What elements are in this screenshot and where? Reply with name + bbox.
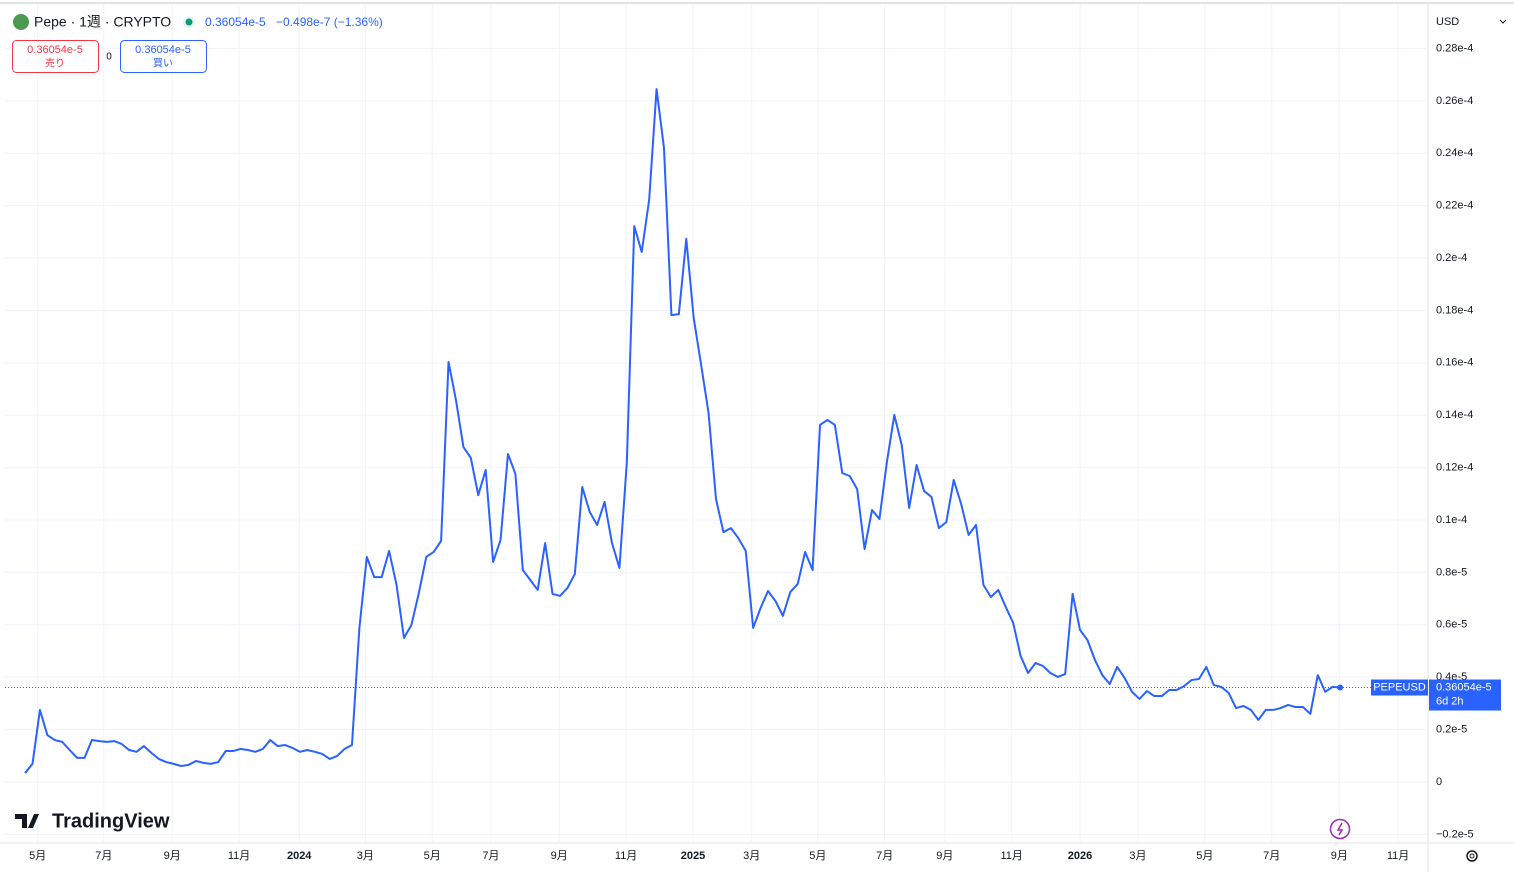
y-tick-label: 0.1e-4 xyxy=(1436,514,1467,526)
x-tick-label: 9月 xyxy=(551,850,568,862)
settings-icon[interactable] xyxy=(1466,850,1478,862)
brand-logo xyxy=(15,814,39,828)
x-tick-label: 3月 xyxy=(357,850,374,862)
y-tick-label: 0.16e-4 xyxy=(1436,357,1473,369)
y-tick-label: 0.12e-4 xyxy=(1436,462,1473,474)
y-tick-label: 0.26e-4 xyxy=(1436,95,1473,107)
price-line xyxy=(24,88,1341,774)
buy-label: 買い xyxy=(153,58,173,70)
alert-bolt xyxy=(1336,822,1344,836)
currency-label: USD xyxy=(1436,16,1459,28)
y-tick-label: 0.6e-5 xyxy=(1436,619,1467,631)
symbol-title[interactable]: Pepe · 1週 · CRYPTO xyxy=(34,14,171,30)
symbol-tag-label: PEPEUSD xyxy=(1373,681,1426,693)
symbol-tag xyxy=(1371,679,1428,696)
x-tick-label: 3月 xyxy=(743,850,760,862)
y-tick-label: 0.28e-4 xyxy=(1436,42,1473,54)
price-tag-value: 0.36054e-5 xyxy=(1436,681,1492,693)
brand-name[interactable]: TradingView xyxy=(52,810,170,832)
sell-label: 売り xyxy=(45,57,65,70)
x-tick-label: 5月 xyxy=(809,850,826,862)
y-tick-label: −0.2e-5 xyxy=(1436,828,1474,840)
y-tick-label: 0.14e-4 xyxy=(1436,409,1473,421)
y-tick-label: 0.18e-4 xyxy=(1436,304,1473,316)
x-tick-label: 5月 xyxy=(1196,850,1213,862)
y-tick-label: 0 xyxy=(1436,776,1442,788)
symbol-icon xyxy=(13,14,29,30)
alert-icon[interactable] xyxy=(1329,818,1351,840)
x-tick-label: 9月 xyxy=(1331,850,1348,862)
x-tick-label: 2025 xyxy=(681,850,705,862)
x-tick-label: 7月 xyxy=(1263,850,1280,862)
x-tick-label: 11月 xyxy=(1000,850,1022,862)
x-tick-label: 3月 xyxy=(1129,850,1146,862)
x-tick-label: 2024 xyxy=(287,850,312,862)
status-dot xyxy=(185,18,193,26)
x-tick-label: 11月 xyxy=(1387,850,1409,862)
x-tick-label: 9月 xyxy=(164,850,181,862)
y-tick-label: 0.2e-4 xyxy=(1436,252,1467,264)
settings-center xyxy=(1469,853,1475,859)
price-tag-countdown: 6d 2h xyxy=(1436,695,1464,707)
buy-button[interactable] xyxy=(120,40,207,73)
currency-chevron xyxy=(1499,19,1507,24)
x-tick-label: 11月 xyxy=(615,850,637,862)
currency-select[interactable] xyxy=(1429,10,1511,35)
x-tick-label: 5月 xyxy=(29,850,46,862)
y-tick-label: 0.22e-4 xyxy=(1436,200,1473,212)
x-tick-label: 9月 xyxy=(936,850,953,862)
x-tick-label: 5月 xyxy=(424,850,441,862)
x-tick-label: 11月 xyxy=(228,850,250,862)
last-price-dot xyxy=(1337,684,1344,691)
spread: 0 xyxy=(106,52,112,63)
header-change: −0.498e-7 (−1.36%) xyxy=(276,15,383,29)
x-tick-label: 7月 xyxy=(95,850,112,862)
sell-button[interactable] xyxy=(12,40,99,73)
y-tick-label: 0.24e-4 xyxy=(1436,147,1473,159)
y-tick-label: 0.2e-5 xyxy=(1436,723,1467,735)
price-tag xyxy=(1429,679,1501,711)
sell-price: 0.36054e-5 xyxy=(27,44,83,56)
x-tick-label: 7月 xyxy=(876,850,893,862)
x-tick-label: 2026 xyxy=(1068,850,1092,862)
buy-price: 0.36054e-5 xyxy=(135,44,191,56)
header-price: 0.36054e-5 xyxy=(205,15,266,29)
grid xyxy=(5,5,1428,843)
x-tick-label: 7月 xyxy=(482,850,499,862)
plot xyxy=(5,88,1428,774)
y-tick-label: 0.8e-5 xyxy=(1436,566,1467,578)
